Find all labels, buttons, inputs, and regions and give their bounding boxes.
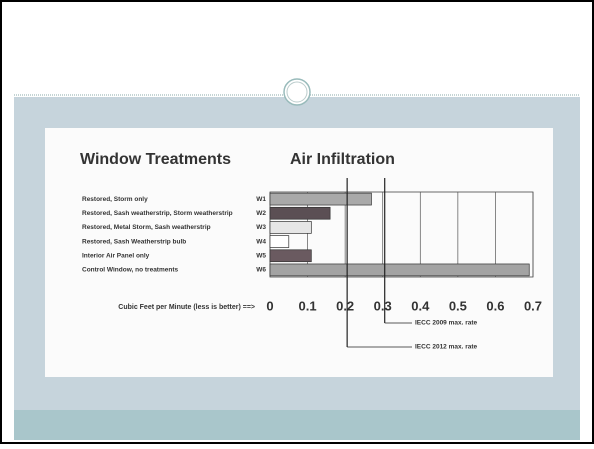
category-code: W3 xyxy=(256,224,266,231)
x-tick-label: 0.5 xyxy=(449,298,467,313)
x-tick-label: 0.4 xyxy=(411,298,430,313)
x-tick-label: 0.7 xyxy=(524,298,542,313)
category-code: W1 xyxy=(256,196,266,203)
bar xyxy=(269,263,530,277)
bar xyxy=(269,221,312,234)
category-code: W5 xyxy=(256,252,266,259)
reference-label: IECC 2012 max. rate xyxy=(415,344,478,351)
chart-subtitle: Air Infiltration xyxy=(290,151,395,168)
x-tick-label: 0.1 xyxy=(299,298,317,313)
category-label: Restored, Sash Weatherstrip bulb xyxy=(82,238,186,245)
category-label: Restored, Sash weatherstrip, Storm weath… xyxy=(82,210,233,217)
category-code: W6 xyxy=(256,267,266,274)
x-tick-label: 0.2 xyxy=(336,298,354,313)
bar xyxy=(269,192,372,206)
category-label: Restored, Metal Storm, Sash weatherstrip xyxy=(82,224,211,231)
category-label: Restored, Storm only xyxy=(82,196,148,203)
x-tick-label: 0.3 xyxy=(374,298,392,313)
divider-circle-inner xyxy=(286,81,308,103)
x-tick-label: 0.6 xyxy=(486,298,504,313)
chart-title: Window Treatments xyxy=(80,151,231,168)
bar xyxy=(269,206,331,220)
category-code: W4 xyxy=(256,238,266,245)
x-tick-label: 0 xyxy=(266,298,273,313)
reference-label: IECC 2009 max. rate xyxy=(415,320,478,327)
footer-band xyxy=(14,410,580,440)
category-label: Control Window, no treatments xyxy=(82,267,178,274)
category-code: W2 xyxy=(256,210,266,217)
bar xyxy=(269,249,312,263)
category-label: Interior Air Panel only xyxy=(82,252,150,259)
bar xyxy=(269,235,290,248)
x-axis-label: Cubic Feet per Minute (less is better) =… xyxy=(118,304,255,311)
divider-circle xyxy=(283,78,311,106)
